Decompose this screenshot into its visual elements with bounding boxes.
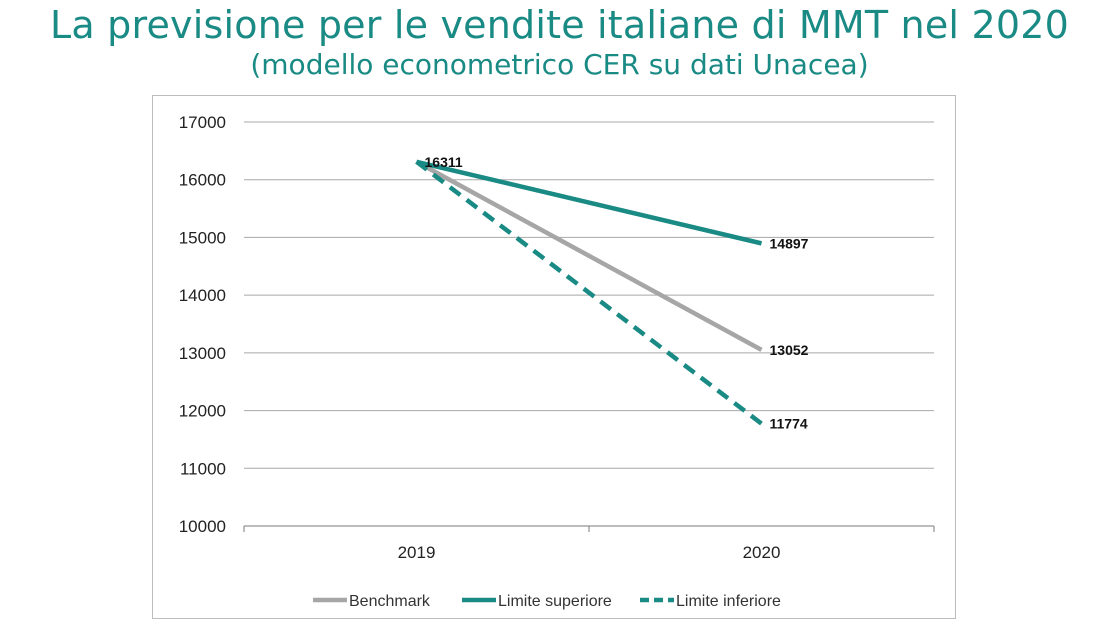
legend-label: Benchmark <box>349 593 431 610</box>
data-label: 11774 <box>770 416 808 432</box>
series-line-limite-inferiore <box>415 159 763 426</box>
y-tick-label: 15000 <box>179 228 226 247</box>
data-label: 13052 <box>770 342 809 358</box>
y-tick-label: 14000 <box>179 286 226 305</box>
data-label: 14897 <box>770 235 809 251</box>
series-line-limite-superiore <box>415 159 763 246</box>
page-subtitle: (modello econometrico CER su dati Unacea… <box>250 48 869 81</box>
data-label: 16311 <box>425 154 463 170</box>
chart-frame <box>152 95 956 619</box>
y-tick-label: 12000 <box>179 402 226 421</box>
x-tick-label: 2019 <box>398 543 436 562</box>
y-tick-label: 10000 <box>179 517 226 536</box>
y-tick-label: 11000 <box>180 459 226 478</box>
page-title: La previsione per le vendite italiane di… <box>50 3 1069 47</box>
legend-label: Limite superiore <box>498 593 612 610</box>
y-tick-label: 17000 <box>179 113 226 132</box>
y-tick-label: 16000 <box>179 171 226 190</box>
x-tick-label: 2020 <box>743 543 781 562</box>
series-line-benchmark <box>415 159 763 352</box>
legend-label: Limite inferiore <box>676 593 781 610</box>
y-tick-label: 13000 <box>179 344 226 363</box>
